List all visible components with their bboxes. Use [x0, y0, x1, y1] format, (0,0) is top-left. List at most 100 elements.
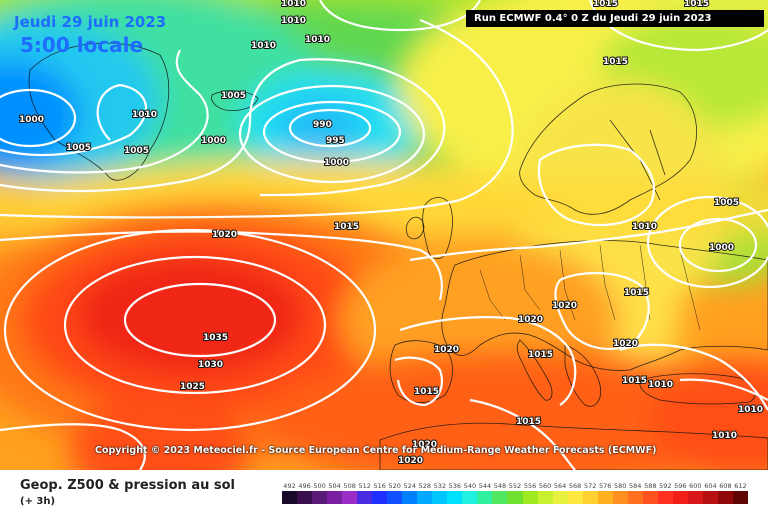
- isobar-label: 995: [326, 136, 345, 146]
- legend-swatch: [342, 491, 358, 504]
- legend-tick-label: 548: [493, 482, 507, 490]
- legend-tick-label: 568: [568, 482, 582, 490]
- legend-swatch: [372, 491, 388, 504]
- isobar-label: 1015: [414, 387, 439, 397]
- forecast-local-time: 5:00 locale: [20, 33, 144, 57]
- legend-tick-label: 540: [463, 482, 477, 490]
- legend-swatch: [552, 491, 568, 504]
- isobar-label: 1010: [632, 222, 657, 232]
- legend-tick-label: 544: [478, 482, 492, 490]
- isobar-label: 1000: [709, 243, 734, 253]
- isobar-label: 1015: [528, 350, 553, 360]
- legend-swatch: [312, 491, 328, 504]
- legend-swatch: [687, 491, 703, 504]
- legend-tick-label: 556: [523, 482, 537, 490]
- isobar-label: 1015: [516, 417, 541, 427]
- legend-tick-label: 496: [298, 482, 311, 490]
- legend-tick-label: 504: [328, 482, 341, 490]
- legend-tick-label: 584: [629, 482, 642, 490]
- legend-swatch: [507, 491, 523, 504]
- legend-tick-label: 520: [388, 482, 401, 490]
- legend-tick-label: 564: [553, 482, 567, 490]
- legend-swatch: [627, 491, 643, 504]
- isobar-label: 1030: [198, 360, 223, 370]
- forecast-date: Jeudi 29 juin 2023: [14, 13, 167, 31]
- isobar-label: 1005: [221, 91, 246, 101]
- isobar-label: 1010: [648, 380, 673, 390]
- legend-swatch: [582, 491, 598, 504]
- isobar-label: 1015: [603, 57, 628, 67]
- legend-tick-label: 532: [433, 482, 447, 490]
- legend-tick-label: 592: [659, 482, 672, 490]
- legend-swatch: [327, 491, 343, 504]
- weather-map: 1010 1010 1010 1015 1015 1010 1015 1005 …: [0, 0, 768, 470]
- isobar-label: 1020: [434, 345, 459, 355]
- isobar-label: 1000: [19, 115, 44, 125]
- legend-tick-label: 600: [689, 482, 702, 490]
- legend-tick-label: 588: [644, 482, 657, 490]
- legend-swatch: [492, 491, 508, 504]
- legend-tick-label: 596: [674, 482, 687, 490]
- isobar-label: 1010: [251, 41, 276, 51]
- legend-tick-labels: 492 496 500 504 508 512 516 520 524 528 532 536 540 5…: [282, 482, 748, 490]
- legend-tick-label: 508: [343, 482, 356, 490]
- isobar-label: 990: [313, 120, 332, 130]
- legend-tick-label: 604: [704, 482, 717, 490]
- legend-swatch: [432, 491, 448, 504]
- isobar-label: 1015: [622, 376, 647, 386]
- legend-swatch: [672, 491, 688, 504]
- legend-swatch: [612, 491, 628, 504]
- legend-swatch: [357, 491, 373, 504]
- legend-tick-label: 516: [373, 482, 386, 490]
- copyright-notice: Copyright © 2023 Meteociel.fr - Source E…: [95, 445, 657, 456]
- legend-swatch: [387, 491, 403, 504]
- isobar-label: 1020: [613, 339, 638, 349]
- colour-scale-legend: [282, 491, 748, 504]
- legend-tick-label: 552: [508, 482, 522, 490]
- legend-tick-label: 524: [403, 482, 416, 490]
- isobar-label: 1010: [738, 405, 763, 415]
- isobar-label: 1020: [552, 301, 577, 311]
- isobars: [0, 0, 768, 470]
- legend-swatch: [717, 491, 733, 504]
- legend-tick-label: 528: [418, 482, 432, 490]
- isobar-label: 1035: [203, 333, 228, 343]
- legend-tick-label: 608: [719, 482, 732, 490]
- isobar-label: 1005: [714, 198, 739, 208]
- isobar-label: 1015: [593, 0, 618, 9]
- isobar-label: 1010: [281, 0, 306, 9]
- coastlines: [28, 42, 768, 470]
- parameter-title: Geop. Z500 & pression au sol: [20, 478, 235, 493]
- legend-swatch: [522, 491, 538, 504]
- legend-swatch: [702, 491, 718, 504]
- legend-swatch: [597, 491, 613, 504]
- isobar-label: 1000: [201, 136, 226, 146]
- legend-tick-label: 576: [598, 482, 612, 490]
- isobar-label: 1010: [305, 35, 330, 45]
- legend-swatch: [417, 491, 433, 504]
- isobar-label: 1015: [334, 222, 359, 232]
- legend-swatch: [462, 491, 478, 504]
- isobar-label: 1020: [398, 456, 423, 466]
- legend-swatch: [447, 491, 463, 504]
- isobar-label: 1020: [518, 315, 543, 325]
- legend-tick-label: 512: [358, 482, 371, 490]
- lead-time: (+ 3h): [20, 496, 56, 507]
- isobar-label: 1000: [324, 158, 349, 168]
- legend-swatch: [297, 491, 313, 504]
- isobar-label: 1010: [281, 16, 306, 26]
- isobar-label: 1010: [712, 431, 737, 441]
- legend-tick-label: 580: [614, 482, 627, 490]
- legend-swatch: [657, 491, 673, 504]
- isobar-label: 1015: [684, 0, 709, 9]
- model-run-label: Run ECMWF 0.4° 0 Z du Jeudi 29 juin 2023: [466, 10, 764, 27]
- isobar-label: 1005: [124, 146, 149, 156]
- legend-swatch: [642, 491, 658, 504]
- legend-swatch: [567, 491, 583, 504]
- legend-tick-label: 492: [283, 482, 296, 490]
- isobar-label: 1015: [624, 288, 649, 298]
- isobar-label: 1025: [180, 382, 205, 392]
- legend-swatch: [282, 491, 298, 504]
- legend-tick-label: 612: [734, 482, 747, 490]
